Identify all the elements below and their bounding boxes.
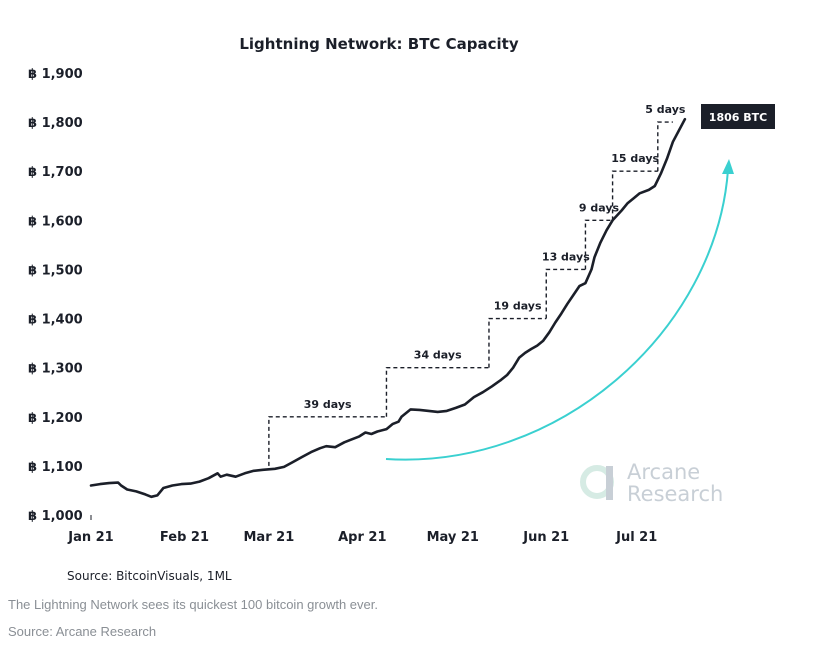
end-value-badge: 1806 BTC [701,104,775,129]
y-tick-label: ฿ 1,500 [28,263,83,278]
arcane-research-watermark: Arcane Research [580,460,723,506]
y-tick-label: ฿ 1,600 [28,214,83,229]
step-bracket [584,219,613,270]
step-bracket [545,268,586,319]
watermark-line2: Research [627,482,723,506]
step-label: 15 days [611,152,659,165]
end-value-badge-label: 1806 BTC [709,111,767,124]
y-tick-label: ฿ 1,700 [28,165,83,180]
x-axis-ticks: Jan 21 Feb 21 Mar 21 Apr 21 May 21 Jun 21 Jul … [67,515,657,545]
growth-arrowhead [722,159,734,174]
step-label: 34 days [414,349,462,362]
step-label: 19 days [494,300,542,313]
end-value-badge-box [701,104,775,129]
x-tick-label: Jun 21 [522,530,569,545]
x-tick-label: Mar 21 [244,530,295,545]
x-tick-label: Apr 21 [338,530,386,545]
step-bracket [385,366,489,417]
y-tick-label: ฿ 1,300 [28,362,83,377]
x-tick-label: May 21 [427,530,479,545]
chart-title: Lightning Network: BTC Capacity [239,35,518,53]
watermark-line1: Arcane [627,460,700,484]
step-label: 5 days [645,103,686,116]
step-label: 9 days [579,201,620,214]
x-tick-label: Jan 21 [67,530,113,545]
y-axis-ticks: ฿ 1,000 ฿ 1,100 ฿ 1,200 ฿ 1,300 ฿ 1,400 ฿ 1,5… [28,67,83,524]
series-line-btc-capacity [89,117,687,499]
x-tick-label: Jul 21 [615,530,657,545]
growth-arrow [385,169,729,461]
y-tick-label: ฿ 1,900 [28,67,83,82]
arcane-logo-icon [580,465,614,500]
step-bracket [611,170,658,221]
step-label: 39 days [304,398,352,411]
x-tick-label: Feb 21 [160,530,209,545]
chart-source: Source: BitcoinVisuals, 1ML [67,569,232,583]
y-tick-label: ฿ 1,200 [28,411,83,426]
step-annotations: 39 days 34 days 19 days 13 days 9 days 15 day… [268,103,686,466]
step-bracket [268,416,387,466]
step-bracket [657,121,673,172]
caption-text: The Lightning Network sees its quickest … [8,597,378,612]
y-tick-label: ฿ 1,800 [28,116,83,131]
y-tick-label: ฿ 1,100 [28,460,83,475]
y-tick-label: ฿ 1,000 [28,509,83,524]
caption-source: Source: Arcane Research [8,624,157,639]
y-tick-label: ฿ 1,400 [28,313,83,328]
step-bracket [488,317,547,368]
step-label: 13 days [542,250,590,263]
capacity-chart: Lightning Network: BTC Capacity ฿ 1,000฿… [28,35,775,583]
